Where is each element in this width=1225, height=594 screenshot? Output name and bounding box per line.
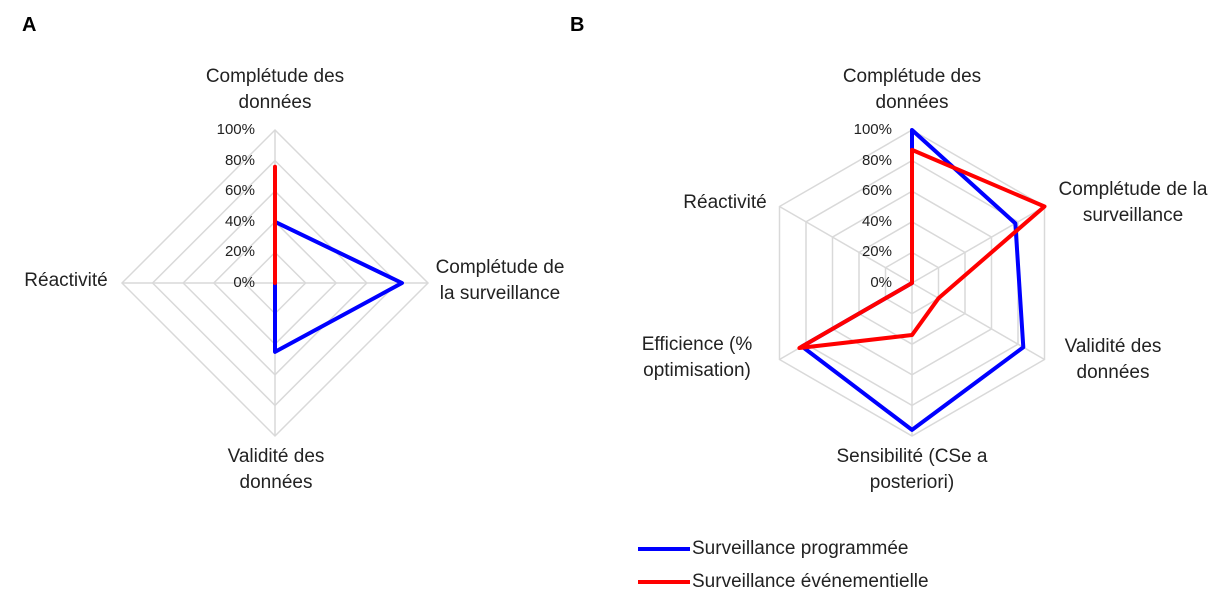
r-tick-label: 100%: [216, 121, 255, 138]
panel-title: A: [22, 14, 37, 36]
r-tick-label: 20%: [861, 243, 892, 261]
axis-label: Efficience (% optimisation): [641, 334, 753, 381]
axis-label: Complétude de la surveillance: [435, 257, 565, 304]
axis-label: Sensibilité (CSe a posteriori): [836, 446, 988, 493]
spoke: [911, 205, 1045, 284]
spoke: [779, 205, 913, 284]
axis-label: Complétude des données: [205, 66, 345, 113]
series-line: [797, 147, 1047, 351]
r-tick-label: 0%: [233, 274, 255, 291]
r-tick-label: 40%: [861, 212, 892, 230]
r-tick-label: 60%: [224, 182, 255, 200]
axis-label: Complétude de la surveillance: [1058, 179, 1208, 226]
panel-title: B: [570, 14, 585, 36]
axis-label: Validité des données: [227, 446, 325, 493]
r-tick-label: 100%: [853, 121, 892, 138]
legend-label: Surveillance programmée: [692, 538, 909, 559]
legend-label: Surveillance événementielle: [692, 571, 929, 592]
r-tick-label: 40%: [224, 212, 255, 230]
r-tick-label: 60%: [861, 182, 892, 200]
r-tick-label: 0%: [870, 274, 892, 291]
r-tick-label: 80%: [861, 151, 892, 169]
r-tick-label: 20%: [224, 243, 255, 261]
axis-label: Validité des données: [1064, 336, 1162, 383]
axis-label: Complétude des données: [842, 66, 982, 113]
axis-label: Réactivité: [683, 192, 767, 213]
axis-label: Réactivité: [24, 270, 108, 291]
r-tick-label: 80%: [224, 151, 255, 169]
